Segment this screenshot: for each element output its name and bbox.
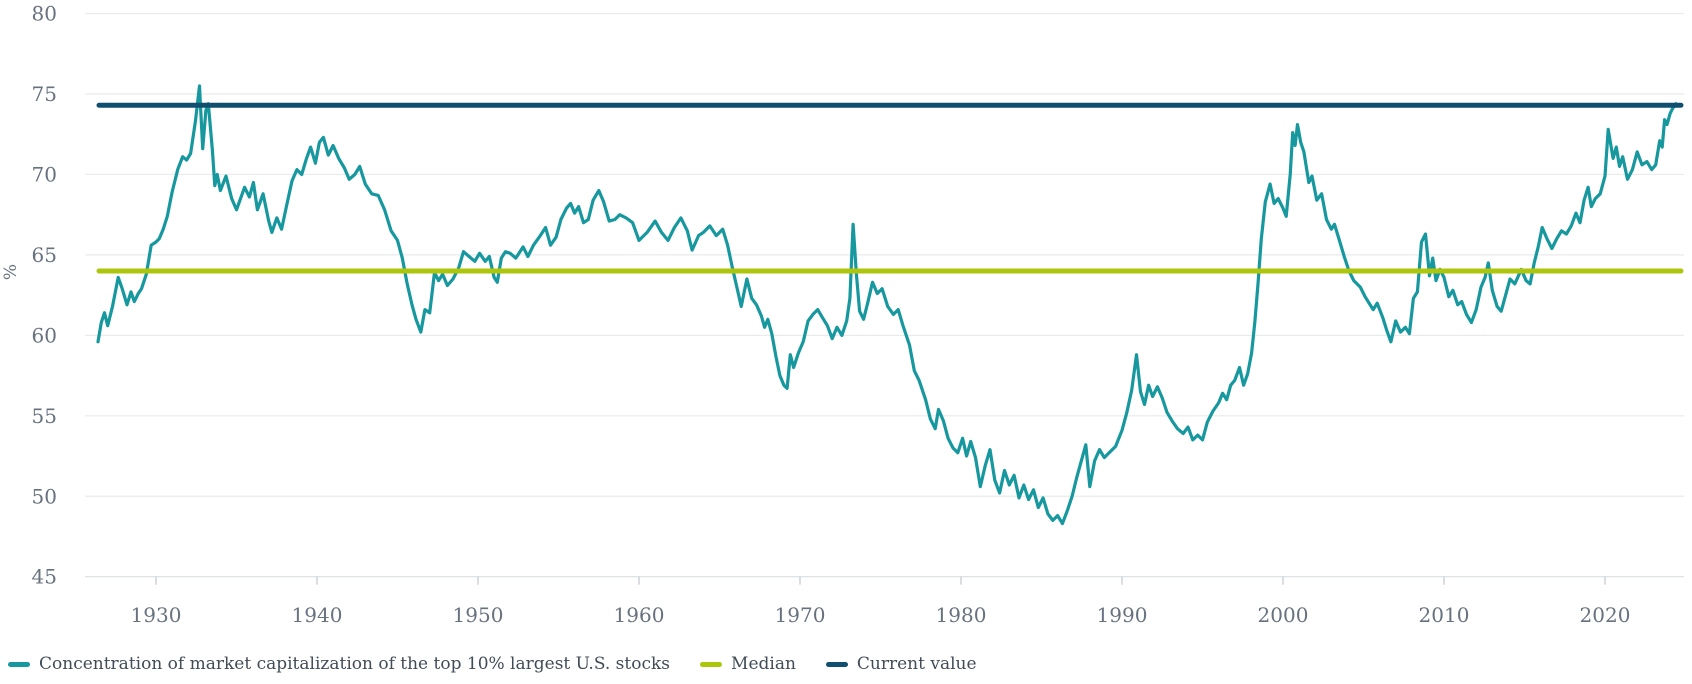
y-axis-unit-label: % [1, 264, 21, 280]
legend-label-current-value: Current value [856, 654, 977, 674]
x-tick-label-1970: 1970 [775, 603, 826, 627]
concentration-series-line [96, 84, 1678, 526]
y-tick-label-50: 50 [32, 484, 57, 508]
legend-item-median: Median [700, 654, 796, 674]
x-tick-label-2000: 2000 [1258, 603, 1309, 627]
x-tick-label-1980: 1980 [936, 603, 987, 627]
legend: Concentration of market capitalization o… [8, 654, 977, 674]
y-tick-label-60: 60 [32, 323, 57, 347]
legend-item-concentration: Concentration of market capitalization o… [8, 654, 670, 674]
x-tick-label-1950: 1950 [453, 603, 504, 627]
x-tick-label-1930: 1930 [131, 603, 182, 627]
x-tick-label-1960: 1960 [614, 603, 665, 627]
y-tick-label-45: 45 [32, 565, 57, 589]
legend-item-current-value: Current value [825, 654, 977, 674]
y-tick-label-55: 55 [32, 404, 57, 428]
legend-label-concentration: Concentration of market capitalization o… [39, 654, 671, 674]
y-tick-label-65: 65 [32, 243, 57, 267]
x-tick-label-2010: 2010 [1419, 603, 1470, 627]
x-tick-label-2020: 2020 [1580, 603, 1631, 627]
legend-label-median: Median [731, 654, 796, 674]
x-tick-label-1940: 1940 [292, 603, 343, 627]
y-tick-label-80: 80 [32, 2, 57, 26]
current-value-series-swatch-icon [825, 661, 848, 667]
x-tick-label-1990: 1990 [1097, 603, 1148, 627]
y-tick-label-70: 70 [32, 162, 57, 186]
concentration-series-swatch-icon [8, 661, 30, 667]
y-tick-label-75: 75 [32, 82, 57, 106]
median-series-swatch-icon [700, 661, 723, 667]
